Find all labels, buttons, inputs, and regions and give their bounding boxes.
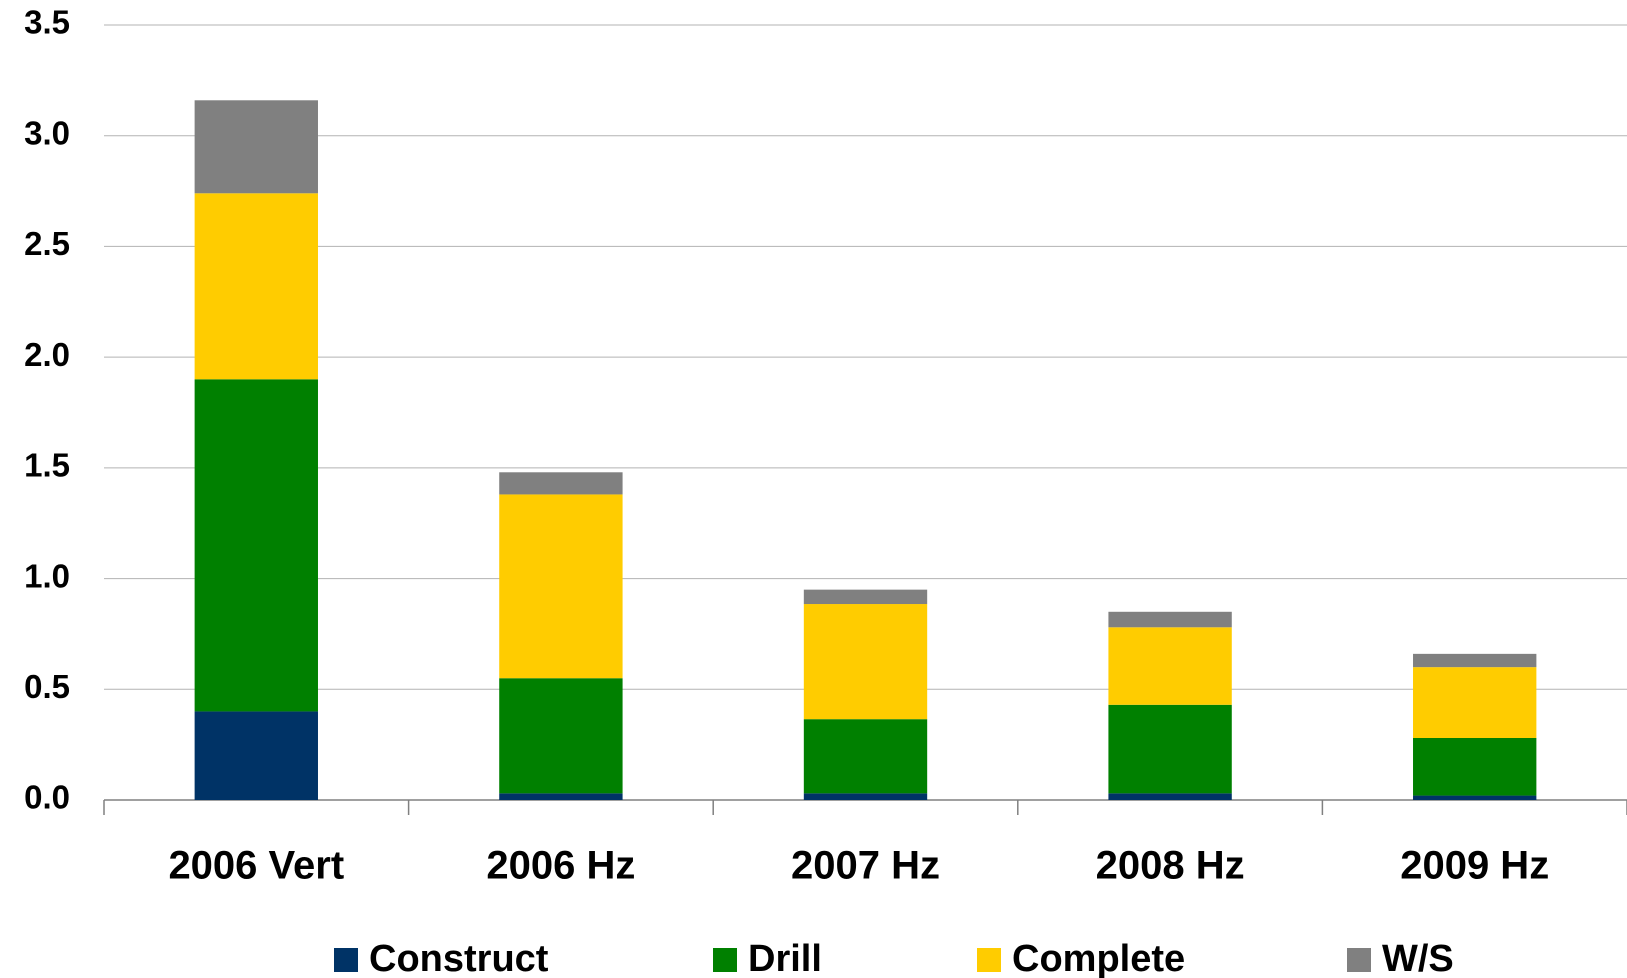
legend-label: Complete: [1012, 938, 1185, 978]
bar-segment: [1108, 704, 1232, 794]
bar-segment: [1413, 653, 1537, 668]
bar-segment: [1108, 611, 1232, 628]
bar-segment: [499, 678, 623, 794]
bar-segment: [499, 472, 623, 495]
bar-segment: [1108, 627, 1232, 705]
legend-label: W/S: [1382, 938, 1454, 978]
legend-swatch: [713, 948, 737, 972]
legend-label: Construct: [369, 938, 549, 978]
y-tick-label: 3.0: [24, 114, 70, 151]
x-tick-label: 2006 Hz: [486, 844, 635, 888]
x-tick-label: 2008 Hz: [1096, 844, 1245, 888]
bar-segment: [1413, 795, 1537, 800]
x-tick-label: 2007 Hz: [791, 844, 940, 888]
bar-segment: [1413, 738, 1537, 796]
x-tick-label: 2009 Hz: [1400, 844, 1549, 888]
bar-segment: [194, 193, 318, 380]
y-tick-label: 1.0: [24, 557, 70, 594]
y-tick-label: 0.5: [24, 668, 70, 705]
legend-swatch: [977, 948, 1001, 972]
y-tick-label: 2.5: [24, 225, 70, 262]
y-tick-label: 2.0: [24, 336, 70, 373]
bar-segment: [194, 711, 318, 800]
legend-label: Drill: [748, 938, 822, 978]
bar-segment: [1108, 793, 1232, 800]
legend-swatch: [1347, 948, 1371, 972]
bar-segment: [499, 793, 623, 800]
bar-segment: [803, 589, 928, 605]
y-tick-label: 1.5: [24, 447, 70, 484]
bar-segment: [499, 494, 623, 679]
y-tick-label: 0.0: [24, 779, 70, 816]
bar-segment: [194, 100, 318, 194]
bar-segment: [803, 604, 928, 720]
x-tick-label: 2006 Vert: [168, 844, 344, 888]
bar-segment: [803, 719, 928, 794]
bar-segment: [1413, 667, 1537, 738]
legend-swatch: [334, 948, 358, 972]
bar-segment: [194, 379, 318, 712]
y-tick-label: 3.5: [24, 4, 70, 41]
bar-segment: [803, 793, 928, 800]
